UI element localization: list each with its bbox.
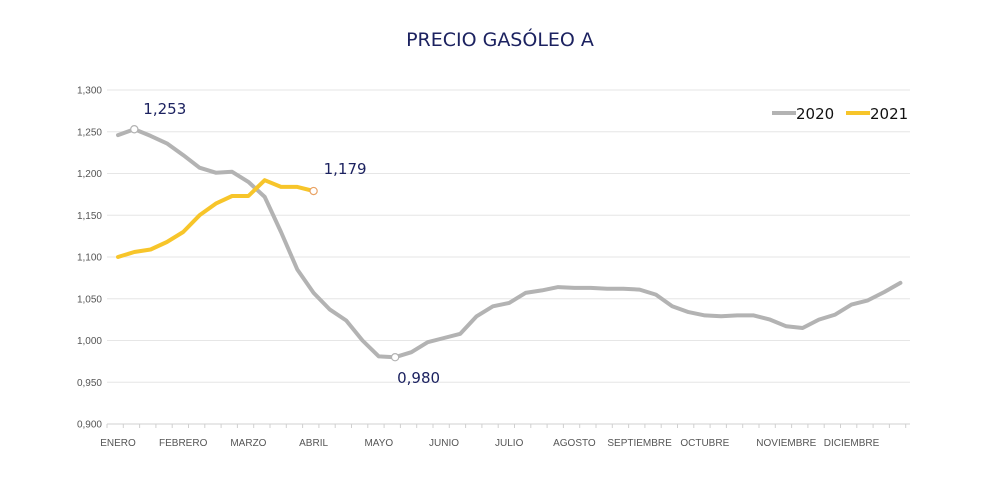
series-line-2021 [116,178,316,259]
series-lines [116,127,903,360]
x-tick-label: JUNIO [429,438,459,449]
x-tick-label: NOVIEMBRE [756,438,816,449]
legend-label: 2020 [796,105,834,123]
x-tick-label: OCTUBRE [680,438,729,449]
gridlines [107,89,910,425]
legend: 2020 2021 [772,105,908,123]
data-label: 0,980 [397,369,440,387]
data-label: 1,179 [324,160,367,178]
y-tick-label: 1,150 [77,211,102,222]
y-tick-label: 1,050 [77,294,102,305]
y-tick-label: 0,900 [77,420,102,431]
x-tick-label: ENERO [100,438,136,449]
x-tick-label: ABRIL [299,438,328,449]
x-tick-label: MARZO [230,438,266,449]
x-tick-label: AGOSTO [553,438,596,449]
data-point-marker [390,353,400,362]
y-tick-label: 1,200 [77,169,102,180]
y-tick-label: 1,000 [77,336,102,347]
x-axis: ENERO FEBRERO MARZO ABRIL MAYO JUNIO JULIO AGOS… [100,424,907,449]
x-tick-label: JULIO [495,438,524,449]
x-tick-label: MAYO [364,438,393,449]
annotations: 1,253 0,980 1,179 [130,100,440,387]
data-point-marker [130,125,139,134]
legend-label: 2021 [870,105,908,123]
y-axis: 1,300 1,250 1,200 1,150 1,100 1,050 1,000 0,950… [77,86,102,431]
y-tick-label: 1,250 [77,127,102,138]
chart-title: PRECIO GASÓLEO A [406,27,594,51]
data-point-marker [309,186,318,196]
x-tick-label: SEPTIEMBRE [607,438,672,449]
data-label: 1,253 [143,100,186,118]
y-tick-label: 1,100 [77,253,102,264]
x-tick-label: FEBRERO [159,438,208,449]
y-tick-label: 1,300 [77,86,102,97]
x-tick-label: DICIEMBRE [824,438,880,449]
y-tick-label: 0,950 [77,378,102,389]
series-line-2020 [116,127,903,360]
